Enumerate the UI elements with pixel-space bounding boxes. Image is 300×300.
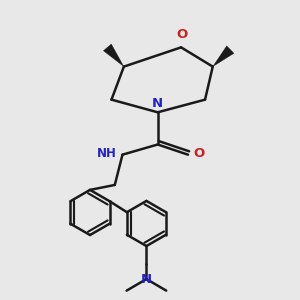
Text: NH: NH [97,146,117,160]
Text: N: N [152,97,163,110]
Polygon shape [213,46,234,67]
Text: N: N [141,273,152,286]
Text: O: O [176,28,187,41]
Text: O: O [193,147,204,161]
Polygon shape [103,44,124,67]
